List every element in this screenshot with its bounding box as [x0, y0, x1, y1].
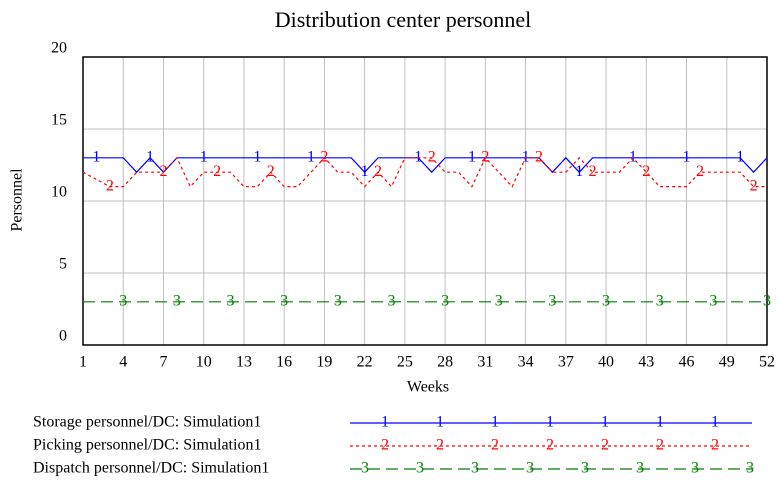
x-tick-label: 7	[159, 354, 167, 371]
legend-marker: 3	[691, 460, 699, 477]
series-marker: 2	[159, 163, 167, 180]
series-marker: 1	[468, 148, 476, 165]
series-marker: 1	[522, 148, 530, 165]
x-tick-label: 1	[79, 354, 87, 371]
series-marker: 3	[548, 292, 556, 309]
series-marker: 1	[414, 148, 422, 165]
series-marker: 3	[602, 292, 610, 309]
legend-marker: 1	[656, 414, 664, 431]
series-marker: 1	[736, 148, 744, 165]
series-marker: 2	[428, 148, 436, 165]
x-tick-label: 13	[236, 354, 252, 371]
legend-marker: 2	[381, 437, 389, 454]
series-marker: 3	[441, 292, 449, 309]
series-marker: 3	[280, 292, 288, 309]
series-marker: 3	[656, 292, 664, 309]
series-marker: 1	[253, 148, 261, 165]
series-marker: 1	[92, 148, 100, 165]
legend-marker: 1	[711, 414, 719, 431]
legend-marker: 1	[491, 414, 499, 431]
series-marker: 2	[589, 163, 597, 180]
series-marker: 2	[642, 163, 650, 180]
legend-label: Dispatch personnel/DC: Simulation1	[33, 460, 269, 477]
series-marker: 2	[481, 148, 489, 165]
x-tick-label: 19	[316, 354, 332, 371]
legend-marker: 2	[436, 437, 444, 454]
series-marker: 2	[320, 148, 328, 165]
legend-marker: 3	[471, 460, 479, 477]
y-tick-label: 5	[59, 256, 67, 273]
y-tick-label: 10	[51, 184, 67, 201]
legend-marker: 3	[526, 460, 534, 477]
series-marker: 2	[267, 163, 275, 180]
legend-marker: 3	[361, 460, 369, 477]
legend-marker: 2	[711, 437, 719, 454]
x-tick-label: 46	[679, 354, 695, 371]
chart-title: Distribution center personnel	[275, 7, 532, 32]
x-tick-label: 31	[477, 354, 493, 371]
series-marker: 1	[200, 148, 208, 165]
series-marker: 3	[334, 292, 342, 309]
legend-marker: 3	[416, 460, 424, 477]
series-marker: 3	[227, 292, 235, 309]
series-marker: 2	[750, 177, 758, 194]
x-tick-label: 10	[196, 354, 212, 371]
x-tick-label: 22	[357, 354, 373, 371]
series-marker: 1	[146, 148, 154, 165]
x-tick-label: 40	[598, 354, 614, 371]
legend-marker: 1	[546, 414, 554, 431]
legend-marker: 2	[546, 437, 554, 454]
x-tick-label: 52	[759, 354, 775, 371]
series-line	[83, 156, 768, 174]
x-tick-label: 16	[276, 354, 292, 371]
legend-marker: 3	[581, 460, 589, 477]
legend-label: Picking personnel/DC: Simulation1	[33, 437, 261, 454]
plot-frame	[82, 56, 768, 346]
x-tick-label: 25	[397, 354, 413, 371]
legend-marker: 3	[636, 460, 644, 477]
x-tick-label: 37	[558, 354, 574, 371]
legend-marker: 2	[491, 437, 499, 454]
legend-marker: 1	[436, 414, 444, 431]
x-tick-label: 28	[437, 354, 453, 371]
series-marker: 3	[709, 292, 717, 309]
x-tick-label: 4	[119, 354, 127, 371]
legend-marker: 3	[746, 460, 754, 477]
series-marker: 3	[119, 292, 127, 309]
legend-marker: 1	[381, 414, 389, 431]
series-marker: 1	[575, 163, 583, 180]
series-marker: 2	[374, 163, 382, 180]
y-tick-label: 20	[51, 40, 67, 57]
y-axis-label: Personnel	[9, 168, 26, 232]
series-marker: 2	[106, 177, 114, 194]
series-marker: 1	[361, 163, 369, 180]
y-tick-label: 0	[59, 328, 67, 345]
series-marker: 2	[696, 163, 704, 180]
x-tick-label: 34	[518, 354, 534, 371]
series-marker: 3	[173, 292, 181, 309]
legend-marker: 2	[656, 437, 664, 454]
series-marker: 3	[763, 292, 771, 309]
series-marker: 1	[307, 148, 315, 165]
series-marker: 3	[495, 292, 503, 309]
legend-label: Storage personnel/DC: Simulation1	[33, 414, 261, 431]
x-tick-label: 43	[638, 354, 654, 371]
series-line	[82, 156, 767, 188]
x-axis-label: Weeks	[407, 379, 449, 396]
legend-marker: 2	[601, 437, 609, 454]
x-tick-label: 49	[719, 354, 735, 371]
series-marker: 2	[213, 163, 221, 180]
series-marker: 3	[387, 292, 395, 309]
legend-marker: 1	[601, 414, 609, 431]
series-marker: 1	[683, 148, 691, 165]
y-tick-label: 15	[51, 112, 67, 129]
series-marker: 2	[535, 148, 543, 165]
